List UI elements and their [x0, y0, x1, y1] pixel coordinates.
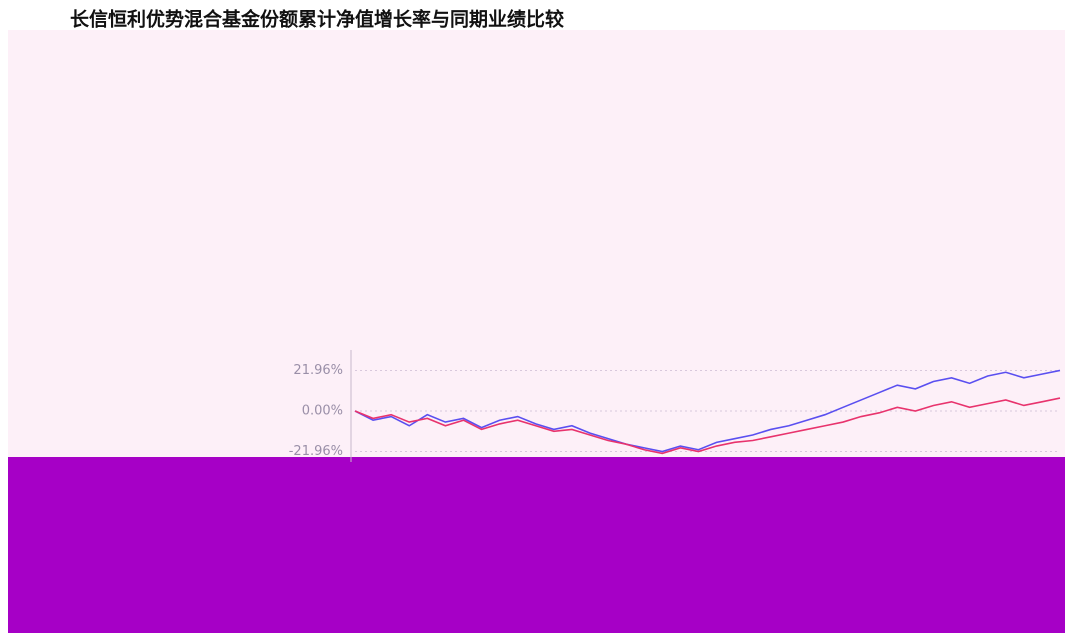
series-line — [354, 369, 1061, 453]
corrupted-region — [8, 457, 1065, 633]
chart-title: 长信恒利优势混合基金份额累计净值增长率与同期业绩比较 — [70, 8, 564, 31]
y-tick-label: -21.96% — [289, 444, 343, 459]
y-tick-label: 21.96% — [293, 363, 343, 378]
y-tick-label: 0.00% — [302, 404, 343, 419]
series-line — [354, 397, 1061, 455]
chart-background — [8, 30, 1065, 457]
